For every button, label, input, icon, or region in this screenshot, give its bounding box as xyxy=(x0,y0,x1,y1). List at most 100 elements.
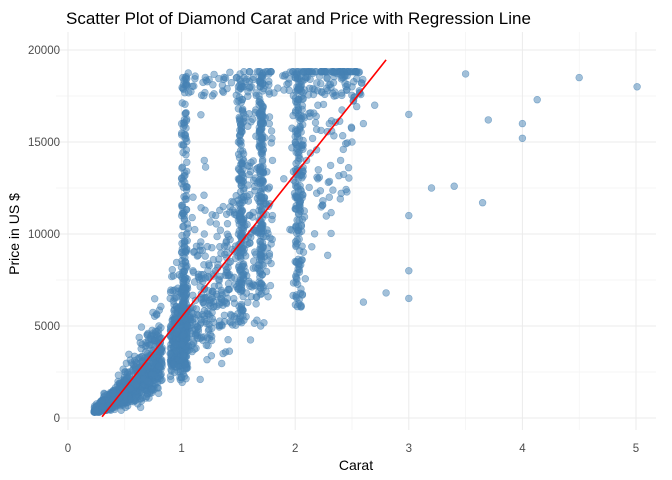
data-point xyxy=(199,336,207,344)
data-point xyxy=(348,91,356,100)
data-point xyxy=(177,373,186,381)
data-point xyxy=(234,285,243,293)
data-point xyxy=(166,294,174,303)
x-tick-label: 3 xyxy=(406,443,412,455)
data-point xyxy=(219,202,227,211)
data-point xyxy=(257,72,265,80)
data-point xyxy=(180,301,188,309)
data-point xyxy=(215,275,223,283)
data-point xyxy=(258,149,266,157)
data-point xyxy=(232,74,241,82)
data-point xyxy=(329,186,337,194)
data-point xyxy=(226,236,234,244)
data-point xyxy=(166,288,175,296)
data-point xyxy=(209,318,218,326)
data-point xyxy=(258,224,266,232)
data-point xyxy=(235,263,243,271)
data-point xyxy=(484,116,492,124)
data-point xyxy=(306,149,315,157)
data-point xyxy=(316,187,325,195)
data-point xyxy=(317,126,325,135)
regression-line-layer xyxy=(101,59,387,418)
data-point xyxy=(191,225,199,234)
data-point xyxy=(181,169,189,177)
data-point xyxy=(238,107,247,116)
data-point xyxy=(237,247,246,256)
data-point xyxy=(126,384,135,393)
data-point xyxy=(227,78,236,87)
data-point xyxy=(223,248,231,257)
data-point xyxy=(345,174,353,182)
data-point xyxy=(270,89,278,97)
data-point xyxy=(170,368,179,377)
data-point xyxy=(299,172,307,180)
data-point xyxy=(131,393,139,401)
data-point xyxy=(179,85,188,93)
data-point xyxy=(247,118,255,126)
data-point xyxy=(405,294,413,303)
points-layer xyxy=(90,67,641,416)
data-point xyxy=(207,352,216,360)
data-point xyxy=(151,312,159,320)
data-point xyxy=(257,119,265,128)
data-point xyxy=(209,255,218,264)
data-point xyxy=(427,184,436,192)
data-point xyxy=(213,232,221,241)
data-point xyxy=(327,208,335,217)
data-point xyxy=(291,138,299,146)
data-point xyxy=(314,166,322,174)
data-point xyxy=(258,239,267,247)
data-point xyxy=(265,77,273,86)
data-point xyxy=(267,259,275,268)
data-point xyxy=(246,336,255,344)
data-point xyxy=(226,68,234,77)
data-point xyxy=(324,251,332,260)
data-point xyxy=(310,109,318,117)
data-point xyxy=(337,71,345,79)
data-point xyxy=(344,164,353,172)
data-point xyxy=(216,243,224,251)
data-point xyxy=(200,91,208,100)
data-point xyxy=(331,88,339,96)
data-point xyxy=(191,330,200,338)
data-point xyxy=(210,70,218,79)
data-point xyxy=(178,293,186,302)
data-point xyxy=(295,79,303,87)
data-point xyxy=(348,138,356,146)
data-point xyxy=(268,156,277,165)
x-tick-label: 1 xyxy=(178,443,184,455)
data-point xyxy=(197,204,205,212)
data-point xyxy=(240,192,248,201)
data-point xyxy=(155,322,163,330)
y-axis-label: Price in US $ xyxy=(6,193,22,275)
data-point xyxy=(201,163,210,171)
data-point xyxy=(291,73,299,82)
data-point xyxy=(167,375,175,384)
data-point xyxy=(177,119,186,128)
data-point xyxy=(575,73,583,82)
data-point xyxy=(151,295,159,303)
data-point xyxy=(306,75,314,84)
data-point xyxy=(518,119,527,128)
data-point xyxy=(259,112,267,120)
data-point xyxy=(214,260,222,269)
data-point xyxy=(326,80,335,89)
data-point xyxy=(310,86,318,94)
data-point xyxy=(149,359,157,367)
data-point xyxy=(285,86,293,95)
data-point xyxy=(282,70,290,79)
data-point xyxy=(325,119,333,128)
data-point xyxy=(234,230,243,238)
data-point xyxy=(355,68,364,76)
data-point xyxy=(143,362,152,371)
y-tick-label: 20000 xyxy=(28,45,60,57)
data-point xyxy=(347,124,356,132)
data-point xyxy=(289,91,298,100)
data-point xyxy=(405,110,413,119)
data-point xyxy=(348,83,356,91)
data-point xyxy=(198,246,207,255)
data-point xyxy=(359,298,368,306)
data-point xyxy=(182,109,190,117)
data-point xyxy=(237,218,245,227)
